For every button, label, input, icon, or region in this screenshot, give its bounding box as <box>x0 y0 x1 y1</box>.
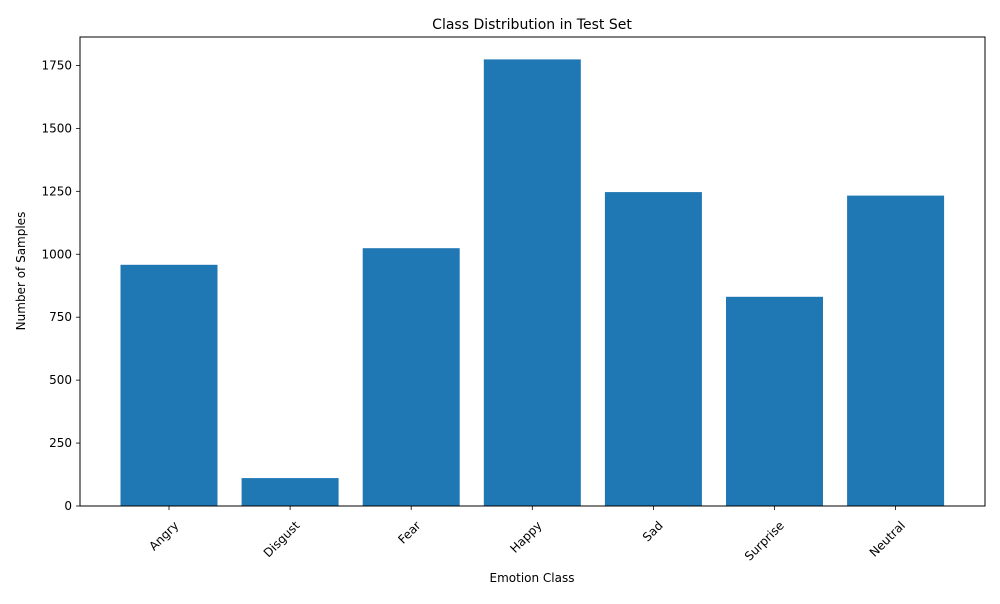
bar-disgust <box>241 478 339 506</box>
y-tick-label: 500 <box>49 373 72 387</box>
bar-sad <box>604 192 702 506</box>
x-tick-label: Neutral <box>867 518 908 559</box>
y-tick-label: 1000 <box>41 247 72 261</box>
x-tick-label: Disgust <box>261 518 303 560</box>
x-tick-label: Surprise <box>742 518 787 563</box>
bar-happy <box>483 59 581 507</box>
bar-fear <box>362 248 460 506</box>
y-tick-label: 0 <box>64 499 72 513</box>
bar-neutral <box>847 195 945 506</box>
y-tick-label: 250 <box>49 436 72 450</box>
y-tick-label: 1250 <box>41 184 72 198</box>
y-tick-label: 1500 <box>41 121 72 135</box>
x-tick-label: Sad <box>640 518 666 544</box>
bar-surprise <box>726 296 823 506</box>
x-axis-label: Emotion Class <box>490 571 575 585</box>
x-tick-label: Happy <box>507 518 544 555</box>
y-axis-label: Number of Samples <box>14 212 28 331</box>
bar-angry <box>120 264 218 506</box>
chart-title: Class Distribution in Test Set <box>432 17 632 33</box>
x-axis-ticks: Angry Disgust Fear Happy Sad Surprise Neutral <box>146 506 908 563</box>
bars-group <box>120 59 945 507</box>
y-axis-ticks: 0 250 500 750 1000 1250 1500 1750 <box>41 58 80 513</box>
x-tick-label: Fear <box>395 518 423 546</box>
axes-frame <box>79 36 986 507</box>
y-tick-label: 750 <box>49 310 72 324</box>
x-tick-label: Angry <box>146 518 181 553</box>
y-tick-label: 1750 <box>41 58 72 72</box>
